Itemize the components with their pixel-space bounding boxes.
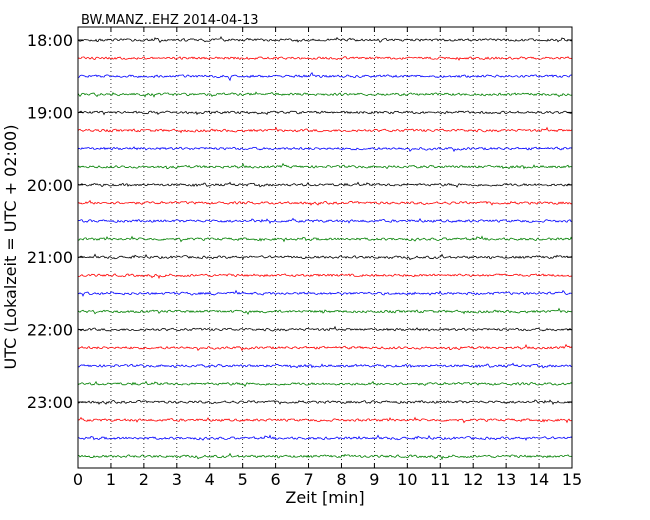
trace-line	[77, 126, 573, 134]
y-tick-label: 21:00	[27, 248, 73, 267]
x-tick-label: 15	[562, 470, 582, 489]
x-tick-label: 1	[106, 470, 116, 489]
trace-line	[77, 146, 573, 153]
vertical-gridlines	[110, 27, 540, 468]
x-tick-label: 4	[205, 470, 215, 489]
trace-line	[77, 199, 573, 206]
trace-line	[77, 235, 573, 243]
x-tick-label: 10	[397, 470, 417, 489]
x-tick-label: 7	[303, 470, 313, 489]
seismogram-traces	[77, 35, 573, 461]
trace-line	[77, 181, 573, 188]
trace-line	[77, 35, 573, 43]
trace-line	[77, 72, 573, 82]
x-tick-label: 9	[369, 470, 379, 489]
trace-line	[77, 343, 573, 352]
trace-line	[77, 362, 573, 369]
trace-line	[77, 162, 573, 170]
trace-line	[77, 110, 573, 116]
x-tick-label: 5	[238, 470, 248, 489]
trace-line	[77, 434, 573, 441]
x-axis-ticks: 0 1 2 3 4 5 6 7 8 9 10 11 12 13 14 15	[73, 27, 582, 489]
trace-line	[77, 325, 573, 332]
y-tick-label: 19:00	[27, 103, 73, 122]
trace-line	[77, 380, 573, 388]
x-tick-label: 0	[73, 470, 83, 489]
y-axis-ticks: 18:00 19:00 20:00 21:00 22:00 23:00	[27, 31, 572, 412]
x-tick-label: 6	[271, 470, 281, 489]
y-tick-label: 20:00	[27, 176, 73, 195]
y-tick-label: 22:00	[27, 321, 73, 340]
y-tick-label: 18:00	[27, 31, 73, 50]
x-tick-label: 8	[336, 470, 346, 489]
trace-line	[77, 56, 573, 61]
trace-line	[77, 217, 573, 225]
y-tick-label: 23:00	[27, 393, 73, 412]
trace-line	[77, 416, 573, 424]
x-tick-label: 12	[463, 470, 483, 489]
chart-title: BW.MANZ..EHZ 2014-04-13	[81, 13, 259, 28]
x-tick-label: 14	[529, 470, 549, 489]
trace-line	[77, 399, 573, 406]
x-tick-label: 13	[496, 470, 516, 489]
trace-line	[77, 91, 573, 98]
y-axis-label: UTC (Lokalzeit = UTC + 02:00)	[1, 125, 20, 370]
trace-line	[77, 307, 573, 316]
trace-line	[77, 452, 573, 461]
x-axis-label: Zeit [min]	[285, 488, 364, 507]
x-tick-label: 11	[430, 470, 450, 489]
trace-line	[77, 273, 573, 280]
x-tick-label: 2	[139, 470, 149, 489]
trace-line	[77, 289, 573, 297]
x-tick-label: 3	[172, 470, 182, 489]
trace-line	[77, 253, 573, 261]
plot-frame	[77, 26, 573, 469]
